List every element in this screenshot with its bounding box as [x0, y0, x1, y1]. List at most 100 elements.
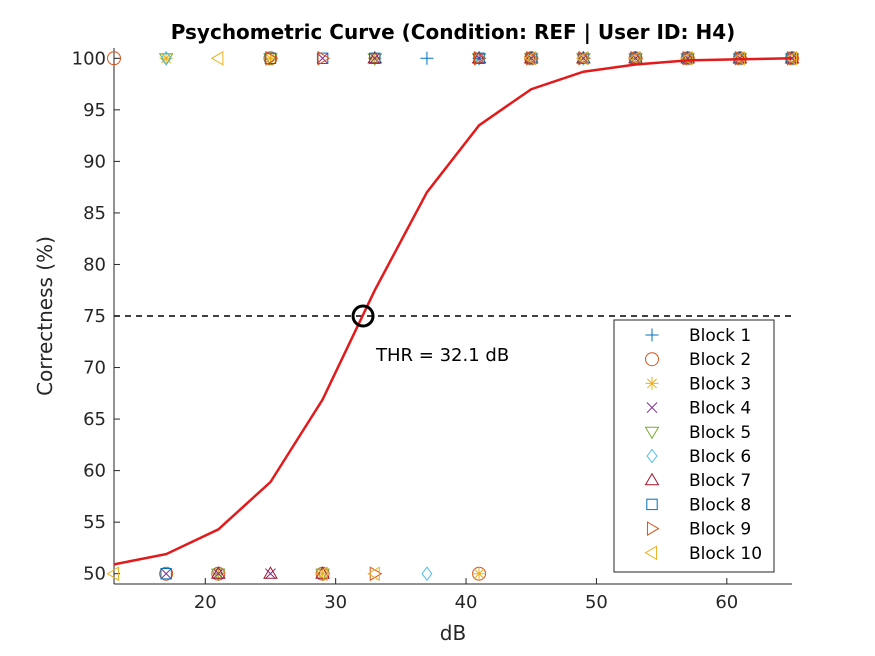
data-point-block-4 — [265, 568, 276, 580]
y-tick-label: 55 — [83, 512, 106, 533]
legend-marker-block-6 — [646, 448, 658, 464]
data-point-block-5 — [576, 53, 591, 66]
data-point-block-7 — [263, 566, 278, 579]
y-axis-label: Correctness (%) — [33, 236, 57, 396]
legend-marker-block-9 — [646, 521, 660, 536]
data-point-block-5 — [210, 568, 226, 582]
data-point-block-2 — [107, 51, 121, 66]
data-point-block-9 — [369, 566, 383, 582]
legend-label-block-2: Block 2 — [689, 350, 751, 370]
legend-label-block-6: Block 6 — [689, 447, 751, 467]
legend-marker-block-8 — [646, 498, 658, 511]
data-point-block-8 — [264, 52, 277, 65]
data-point-block-8 — [577, 52, 590, 65]
y-tick-label: 80 — [83, 254, 106, 275]
data-point-block-10 — [523, 50, 537, 66]
legend-marker-block-1 — [645, 328, 659, 342]
data-point-block-8 — [369, 52, 381, 65]
x-tick-label: 20 — [194, 592, 217, 613]
data-point-block-9 — [578, 50, 591, 66]
x-tick-label: 40 — [455, 592, 478, 613]
legend-label-block-4: Block 4 — [689, 399, 751, 419]
data-point-block-7 — [523, 50, 539, 64]
data-point-block-4 — [212, 568, 224, 580]
chart-title: Psychometric Curve (Condition: REF | Use… — [171, 20, 736, 44]
legend-label-block-10: Block 10 — [689, 544, 762, 564]
data-point-block-8 — [681, 52, 694, 65]
x-tick-label: 30 — [324, 592, 347, 613]
data-point-block-8 — [473, 52, 485, 65]
y-tick-label: 75 — [83, 306, 106, 327]
data-point-block-7 — [732, 50, 748, 64]
y-tick-label: 60 — [83, 461, 106, 482]
data-point-block-5 — [263, 53, 278, 66]
data-point-block-3 — [263, 51, 277, 65]
data-point-block-4 — [160, 568, 172, 580]
data-point-block-7 — [628, 50, 643, 64]
x-axis-label: dB — [440, 621, 466, 645]
x-tick-label: 50 — [585, 592, 608, 613]
data-point-block-5 — [628, 53, 643, 66]
data-point-block-8 — [525, 52, 537, 65]
axes: 20 30 40 50 60 50 55 60 65 70 75 80 85 90 95 100 — [72, 48, 792, 613]
legend-label-block-1: Block 1 — [689, 326, 751, 346]
data-point-block-5 — [315, 568, 330, 582]
data-point-block-10 — [784, 50, 798, 66]
data-point-block-3 — [472, 567, 486, 581]
data-point-block-1 — [420, 51, 434, 65]
data-point-block-10 — [367, 566, 380, 582]
data-point-block-7 — [576, 50, 591, 64]
x-tick-label: 60 — [715, 592, 738, 613]
legend-label-block-3: Block 3 — [689, 374, 751, 394]
data-point-block-4 — [630, 52, 641, 64]
y-tick-label: 95 — [83, 100, 106, 121]
data-point-block-9 — [474, 50, 487, 66]
legend-marker-block-4 — [646, 402, 658, 414]
data-point-block-7 — [315, 566, 330, 579]
data-point-block-9 — [630, 50, 644, 66]
data-point-block-7 — [367, 50, 383, 64]
legend-marker-block-5 — [644, 426, 660, 440]
legend-box — [613, 319, 775, 573]
threshold-marker — [351, 304, 375, 328]
data-point-block-9 — [526, 50, 539, 66]
legend-marker-block-3 — [645, 376, 659, 390]
threshold-label: THR = 32.1 dB — [375, 345, 509, 366]
legend-label-block-5: Block 5 — [689, 423, 751, 443]
data-point-block-4 — [577, 52, 589, 64]
data-point-block-5 — [158, 53, 174, 66]
data-point-block-10 — [315, 566, 328, 582]
legend-marker-block-2 — [645, 352, 659, 367]
legend-marker-block-10 — [644, 545, 658, 561]
data-point-block-3 — [159, 51, 173, 65]
data-point-block-4 — [317, 52, 329, 64]
psychometric-fit-curve — [113, 57, 793, 566]
data-point-block-5 — [471, 53, 487, 66]
data-point-block-2 — [159, 566, 174, 581]
y-tick-label: 100 — [72, 48, 106, 69]
data-point-block-8 — [160, 567, 172, 580]
data-point-block-3 — [316, 567, 330, 581]
data-point-block-8 — [316, 52, 329, 65]
y-tick-label: 70 — [83, 358, 106, 379]
legend: Block 1 Block 2 Block 3 Block 4 Block 5 Block… — [613, 319, 775, 573]
legend-marker-block-7 — [644, 472, 660, 486]
y-tick-label: 85 — [83, 203, 106, 224]
data-point-block-5 — [523, 53, 539, 66]
data-point-block-5 — [367, 53, 383, 66]
y-tick-label: 90 — [83, 151, 106, 172]
data-point-block-9 — [317, 50, 331, 66]
legend-label-block-9: Block 9 — [689, 520, 751, 540]
y-tick-label: 65 — [83, 409, 106, 430]
data-point-block-10 — [628, 50, 641, 66]
data-point-block-10 — [210, 50, 224, 66]
data-point-block-10 — [106, 566, 120, 582]
plot-area: THR = 32.1 dB — [106, 50, 800, 582]
data-point-block-9 — [265, 50, 278, 66]
legend-label-block-7: Block 7 — [689, 471, 751, 491]
data-point-block-7 — [210, 566, 226, 579]
data-point-block-6 — [160, 50, 172, 66]
data-point-block-10 — [575, 50, 589, 66]
data-point-block-6 — [421, 566, 433, 582]
